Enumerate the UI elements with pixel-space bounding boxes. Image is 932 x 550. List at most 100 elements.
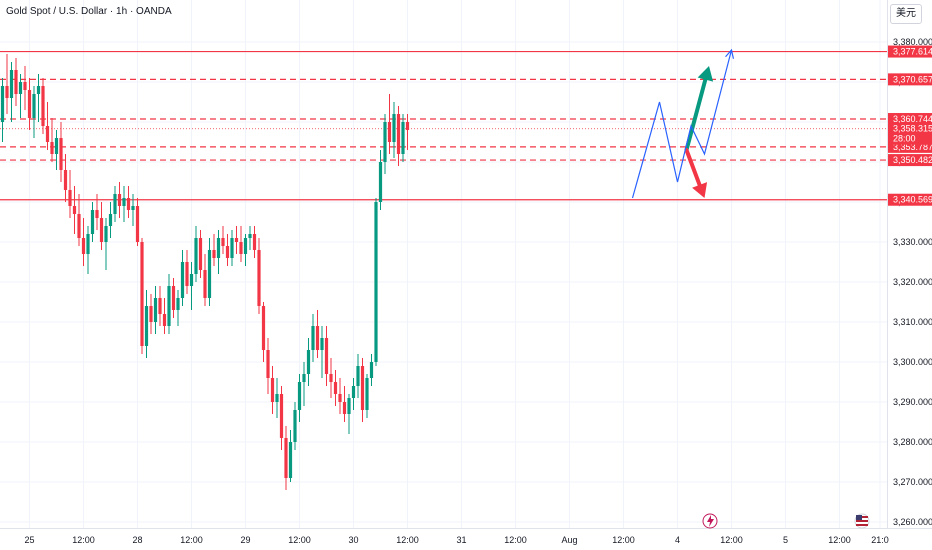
candle-body: [144, 306, 149, 346]
current-price-text: 3,358.315: [893, 124, 932, 134]
candle-body: [158, 298, 162, 314]
candle-body: [113, 194, 117, 214]
candlesticks: [0, 54, 410, 490]
candle-body: [239, 242, 243, 254]
trend-drawings[interactable]: [631, 48, 735, 199]
candle-body: [149, 306, 153, 322]
candle-body: [63, 170, 68, 190]
candle-body: [378, 162, 383, 202]
candle-body: [270, 378, 275, 402]
candle-body: [167, 286, 171, 326]
currency-button[interactable]: 美元: [890, 4, 922, 24]
candle-body: [248, 234, 252, 238]
time-tick-label: 12:00: [288, 535, 311, 545]
candle-body: [176, 298, 180, 310]
candle-body: [279, 394, 284, 438]
candle-body: [383, 122, 387, 162]
candle-body: [185, 262, 189, 286]
current-price-tag: [888, 122, 932, 145]
price-tick-label: 3,310.000: [893, 317, 932, 327]
price-tick-label: 3,300.000: [893, 357, 932, 367]
arrow-head[interactable]: [692, 182, 708, 198]
level-price-text: 3,360.744: [893, 114, 932, 124]
candle-body: [311, 326, 315, 350]
candle-body: [18, 82, 23, 94]
price-tick-label: 3,260.000: [893, 517, 932, 527]
candle-body: [162, 314, 167, 326]
price-axis[interactable]: 3,380.0003,370.0003,360.0003,350.0003,34…: [893, 37, 932, 527]
candle-body: [86, 234, 90, 254]
candle-body: [297, 382, 302, 410]
level-price-tag: [888, 73, 932, 86]
price-tick-label: 3,290.000: [893, 397, 932, 407]
level-price-labels: 3,377.614 3,370.657 3,360.744 3,353.787 3,35…: [888, 45, 932, 206]
candle-body: [329, 374, 333, 382]
candle-body: [14, 70, 18, 94]
arrow-shaft[interactable]: [684, 77, 708, 152]
candle-body: [27, 90, 32, 118]
candle-body: [387, 122, 392, 142]
candle-body: [392, 114, 396, 142]
candle-body: [203, 270, 207, 298]
candle-body: [36, 86, 41, 94]
price-tick-label: 3,320.000: [893, 277, 932, 287]
candle-body: [369, 362, 374, 378]
candle-body: [140, 242, 144, 346]
candle-body: [41, 86, 45, 126]
time-tick-label: 12:00: [720, 535, 743, 545]
candle-body: [288, 442, 293, 478]
candle-body: [338, 394, 342, 402]
lightning-icon[interactable]: [702, 513, 718, 529]
candle-body: [324, 338, 329, 374]
candle-body: [95, 210, 99, 218]
candle-body: [45, 126, 50, 142]
time-tick-label: 4: [675, 535, 680, 545]
candle-body: [68, 190, 72, 206]
candle-body: [315, 326, 320, 350]
candle-body: [243, 238, 248, 254]
candle-body: [50, 142, 54, 154]
candle-body: [225, 246, 230, 258]
time-tick-label: 30: [348, 535, 358, 545]
candle-body: [351, 386, 356, 398]
candle-body: [252, 234, 257, 250]
candle-body: [396, 114, 401, 154]
candle-body: [342, 402, 347, 414]
time-tick-label: 5: [783, 535, 788, 545]
candle-body: [365, 378, 369, 410]
candle-body: [5, 86, 9, 98]
level-price-tag: [888, 193, 932, 206]
candle-body: [59, 138, 63, 170]
arrow-head[interactable]: [697, 66, 714, 82]
candle-body: [0, 86, 5, 122]
candle-body: [72, 206, 77, 214]
level-price-text: 3,377.614: [893, 47, 932, 57]
time-tick-label: 21:0: [871, 535, 889, 545]
time-tick-label: 12:00: [828, 535, 851, 545]
candle-body: [302, 374, 306, 382]
candle-body: [81, 238, 86, 254]
horizontal-levels[interactable]: [0, 50, 887, 201]
candle-body: [374, 202, 378, 362]
arrow-shaft[interactable]: [684, 148, 702, 187]
countdown-text: 28:00: [893, 134, 916, 144]
price-tick-label: 3,270.000: [893, 477, 932, 487]
candle-body: [306, 350, 311, 374]
time-tick-label: 28: [132, 535, 142, 545]
candle-body: [230, 238, 234, 258]
candle-body: [266, 350, 270, 378]
candle-body: [117, 194, 122, 206]
candle-body: [275, 394, 279, 402]
candle-body: [9, 70, 14, 98]
time-tick-label: 25: [24, 535, 34, 545]
time-tick-label: 12:00: [72, 535, 95, 545]
candle-body: [180, 262, 185, 298]
projection-path[interactable]: [631, 49, 733, 199]
time-tick-label: 12:00: [612, 535, 635, 545]
us-flag-icon[interactable]: [854, 513, 870, 529]
projection-arrow-head[interactable]: [725, 48, 735, 59]
candle-body: [212, 250, 216, 258]
candle-body: [320, 338, 324, 350]
time-axis[interactable]: 25 12:00 28 12:00 29 12:00 30 12:00 31 12:00 Aug 12…: [0, 528, 932, 546]
